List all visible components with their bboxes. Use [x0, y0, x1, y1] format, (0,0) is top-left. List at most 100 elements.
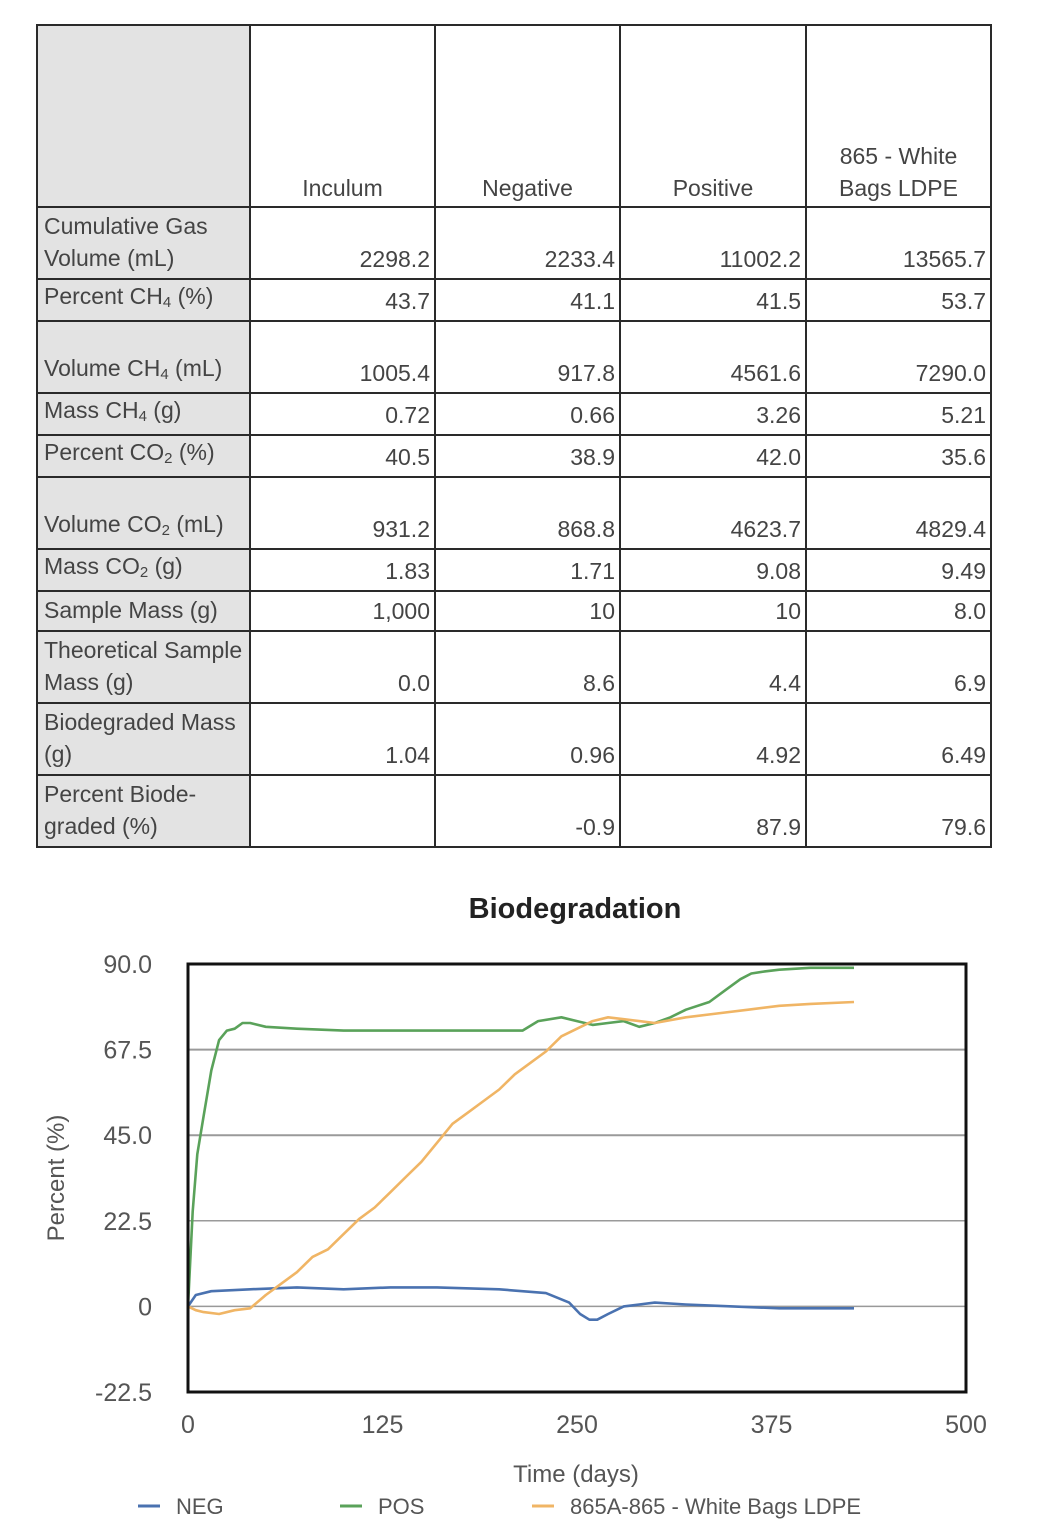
table-cell: 5.21 — [805, 392, 992, 436]
x-tick-label: 0 — [181, 1411, 195, 1439]
table-row: Theoretical Sample Mass (g) 0.0 8.6 4.4 6.9 — [36, 630, 992, 704]
table-cell: 53.7 — [805, 278, 992, 322]
table-row: Percent CO2 (%) 40.5 38.9 42.0 35.6 — [36, 434, 992, 478]
table-cell: 1,000 — [249, 590, 436, 632]
table-cell: 0.96 — [434, 702, 621, 776]
row-label: Sample Mass (g) — [36, 590, 251, 632]
table-cell: -0.9 — [434, 774, 621, 848]
row-label-subscript: 4 — [138, 408, 147, 425]
series-line-neg — [186, 1286, 854, 1322]
row-label-text: Sample Mass (g) — [44, 597, 218, 623]
x-axis-ticks: 0 125 250 375 500 — [181, 1411, 987, 1439]
y-tick-label: -22.5 — [95, 1379, 152, 1407]
table-cell: 35.6 — [805, 434, 992, 478]
table-cell: 9.08 — [619, 548, 807, 592]
y-tick-label: 0 — [138, 1293, 152, 1321]
table-cell: 79.6 — [805, 774, 992, 848]
table-cell: 868.8 — [434, 476, 621, 550]
column-header: Positive — [619, 24, 807, 208]
row-label-text: Percent Biode-graded (%) — [44, 781, 197, 839]
table-cell: 8.0 — [805, 590, 992, 632]
table-cell: 2298.2 — [249, 206, 436, 280]
table-cell: 6.49 — [805, 702, 992, 776]
table-row: Sample Mass (g) 1,000 10 10 8.0 — [36, 590, 992, 632]
row-label-text: (mL) — [168, 355, 223, 381]
row-label: Biodegraded Mass (g) — [36, 702, 251, 776]
y-tick-label: 67.5 — [103, 1037, 152, 1065]
row-label-text: (%) — [171, 283, 214, 309]
table-row: Cumulative Gas Volume (mL) 2298.2 2233.4 11… — [36, 206, 992, 280]
row-label-text: Biodegraded Mass (g) — [44, 709, 236, 767]
table-cell: 0.0 — [249, 630, 436, 704]
y-tick-label: 22.5 — [103, 1208, 152, 1236]
table-row: Percent CH4 (%) 43.7 41.1 41.5 53.7 — [36, 278, 992, 322]
table-cell: 4829.4 — [805, 476, 992, 550]
table-cell: 42.0 — [619, 434, 807, 478]
table-corner-cell — [36, 24, 251, 208]
table-cell: 41.1 — [434, 278, 621, 322]
table-cell: 11002.2 — [619, 206, 807, 280]
table-cell: 1.04 — [249, 702, 436, 776]
x-tick-label: 250 — [556, 1411, 598, 1439]
results-table-body: Inculum Negative Positive 865 - White Bags … — [36, 24, 992, 848]
results-table: Inculum Negative Positive 865 - White Bags … — [36, 24, 992, 848]
column-header: Inculum — [249, 24, 436, 208]
table-row: Mass CH4 (g) 0.72 0.66 3.26 5.21 — [36, 392, 992, 436]
row-label-text: Percent CO — [44, 439, 165, 465]
x-tick-label: 375 — [751, 1411, 793, 1439]
row-label-text: Theoretical Sample Mass (g) — [44, 637, 243, 695]
table-cell: 6.9 — [805, 630, 992, 704]
row-label-text: Cumulative Gas Volume (mL) — [44, 213, 208, 271]
y-axis-label: Percent (%) — [43, 1115, 70, 1242]
row-label-text: Volume CO — [44, 511, 162, 537]
table-cell: 10 — [619, 590, 807, 632]
y-tick-label: 45.0 — [103, 1122, 152, 1150]
table-cell: 4.92 — [619, 702, 807, 776]
row-label-subscript: 4 — [162, 294, 172, 311]
table-cell: 43.7 — [249, 278, 436, 322]
row-label-subscript: 2 — [161, 522, 170, 539]
plot-frame — [186, 962, 968, 1394]
table-cell: 3.26 — [619, 392, 807, 436]
chart-gridlines — [188, 1048, 966, 1308]
x-axis-label: Time (days) — [513, 1461, 639, 1488]
table-cell: 8.6 — [434, 630, 621, 704]
column-header: Negative — [434, 24, 621, 208]
row-label-subscript: 2 — [139, 564, 149, 581]
biodegradation-chart: Biodegradation 90.0 67.5 45.0 22.5 0 -22.5 0 1… — [43, 893, 987, 1519]
table-cell: 41.5 — [619, 278, 807, 322]
y-axis-ticks: 90.0 67.5 45.0 22.5 0 -22.5 — [95, 951, 152, 1407]
series-line-pos — [186, 966, 854, 1307]
table-row: Volume CO2 (mL) 931.2 868.8 4623.7 4829.4 — [36, 476, 992, 550]
table-cell: 4.4 — [619, 630, 807, 704]
row-label: Theoretical Sample Mass (g) — [36, 630, 251, 704]
table-cell: 4561.6 — [619, 320, 807, 394]
table-cell: 40.5 — [249, 434, 436, 478]
row-label-subscript: 2 — [164, 450, 173, 467]
series-line-865a-865-white-bags-ldpe — [187, 1000, 855, 1316]
row-label-text: (g) — [148, 553, 183, 579]
table-cell: 0.66 — [434, 392, 621, 436]
row-label: Volume CH4 (mL) — [36, 320, 251, 394]
table-cell: 0.72 — [249, 392, 436, 436]
table-row: Percent Biode-graded (%) -0.9 87.9 79.6 — [36, 774, 992, 848]
chart-legend: NEG POS 865A-865 - White Bags LDPE — [138, 1494, 861, 1519]
table-cell: 87.9 — [619, 774, 807, 848]
row-label-text: Percent CH — [44, 283, 163, 309]
row-label: Mass CO2 (g) — [36, 548, 251, 592]
table-row: Volume CH4 (mL) 1005.4 917.8 4561.6 7290.0 — [36, 320, 992, 394]
table-cell: 1005.4 — [249, 320, 436, 394]
table-cell: 1.83 — [249, 548, 436, 592]
table-row: Biodegraded Mass (g) 1.04 0.96 4.92 6.49 — [36, 702, 992, 776]
row-label: Percent CH4 (%) — [36, 278, 251, 322]
row-label-text: (mL) — [169, 511, 224, 537]
legend-label: POS — [378, 1494, 424, 1519]
legend-label: NEG — [176, 1494, 224, 1519]
x-tick-label: 125 — [362, 1411, 404, 1439]
table-cell — [249, 774, 436, 848]
row-label: Cumulative Gas Volume (mL) — [36, 206, 251, 280]
table-cell: 931.2 — [249, 476, 436, 550]
table-cell: 1.71 — [434, 548, 621, 592]
row-label-text: Mass CH — [44, 397, 139, 423]
row-label-text: (%) — [172, 439, 215, 465]
